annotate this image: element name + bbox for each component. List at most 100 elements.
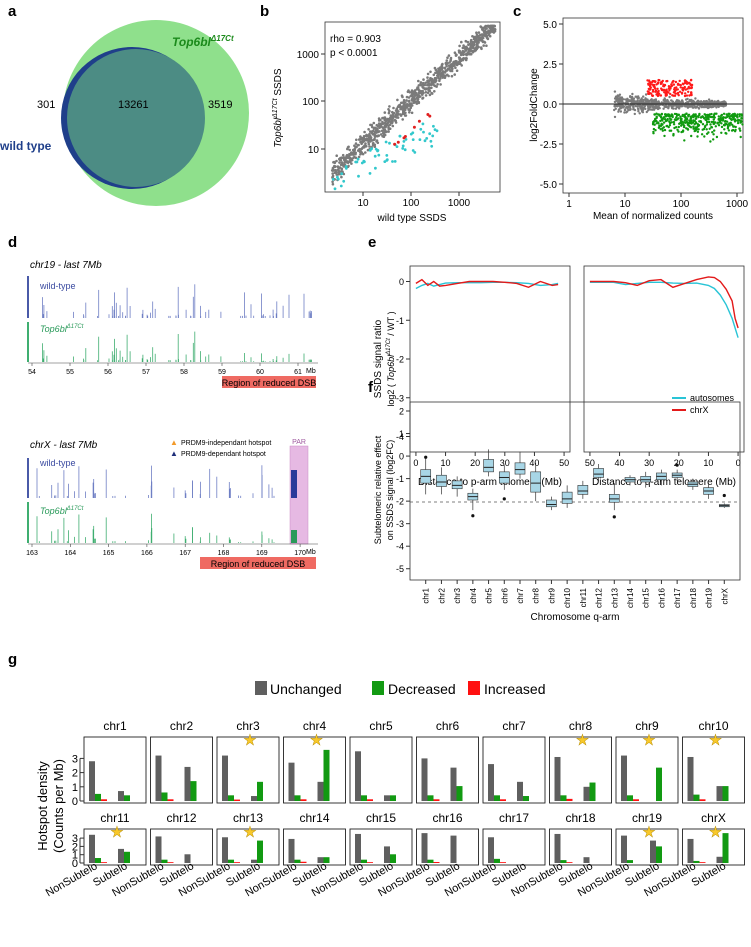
g-significance-star: ★ [709, 732, 722, 749]
b-point-unchanged [340, 162, 344, 165]
c-point-decreased [703, 135, 706, 138]
b-point-unchanged [357, 138, 361, 141]
b-point-unchanged [474, 35, 477, 39]
b-point-unchanged [475, 31, 478, 34]
c-point-decreased [712, 114, 716, 118]
f-xtick-label: chr19 [705, 587, 714, 608]
g-bar-unchanged [118, 791, 124, 801]
c-xtick-label: 100 [673, 199, 690, 210]
c-point-unchanged [616, 95, 619, 99]
d-top-title: chr19 - last 7Mb [30, 260, 102, 271]
g-significance-star: ★ [243, 732, 256, 749]
c-point-unchanged [710, 99, 713, 103]
b-point-unchanged [337, 165, 340, 169]
c-point-decreased [733, 118, 737, 121]
c-point-decreased [727, 112, 730, 116]
c-point-decreased [709, 123, 712, 126]
b-point-unchanged [446, 56, 449, 59]
c-point-decreased [693, 123, 696, 126]
c-point-increased [654, 89, 658, 92]
b-point-unchanged [342, 165, 346, 168]
b-point-unchanged [345, 154, 349, 158]
c-point-increased [651, 90, 655, 93]
e-ytick-label: -2 [396, 355, 404, 365]
b-point-unchanged [423, 83, 427, 87]
b-point-unchanged [460, 64, 464, 67]
b-point-unchanged [422, 78, 425, 81]
c-point-decreased [739, 119, 742, 122]
c-point-decreased [660, 122, 663, 126]
g-bar-unchanged [384, 846, 390, 863]
c-point-unchanged [622, 98, 625, 101]
d-bot-region-bar [200, 557, 316, 569]
c-point-unchanged [683, 105, 687, 108]
panel-label-f: f [368, 379, 374, 396]
e-xtick-label: 50 [559, 458, 569, 468]
f-xlabels: chr1 chr2 chr3 chr4 chr5 chr6 chr7 chr8 chr9 chr1… [422, 580, 729, 608]
c-point-increased [684, 92, 687, 95]
b-point-unchanged [476, 46, 479, 50]
g-bar-decreased [95, 793, 101, 801]
c-point-unchanged [688, 105, 692, 108]
b-point-unchanged [446, 68, 449, 71]
c-point-decreased [710, 126, 714, 129]
b-point-decreased [368, 172, 372, 175]
b-point-unchanged [402, 98, 406, 102]
b-point-unchanged [429, 70, 432, 74]
b-point-unchanged [340, 170, 343, 173]
b-point-unchanged [436, 74, 439, 77]
b-point-unchanged [400, 101, 403, 105]
g-panel-frame [216, 828, 280, 866]
b-point-unchanged [491, 30, 495, 33]
b-point-unchanged [450, 74, 454, 78]
g-bar-increased [500, 862, 506, 863]
b-point-decreased [402, 140, 406, 143]
c-point-decreased [655, 116, 658, 120]
e-xtick-label: 0 [736, 458, 741, 468]
c-point-increased [663, 91, 666, 94]
c-point-decreased [706, 121, 709, 124]
g-panel-frame [150, 828, 213, 866]
b-point-unchanged [347, 145, 350, 149]
c-point-decreased [707, 131, 710, 134]
c-point-decreased [712, 118, 715, 121]
b-point-unchanged [455, 63, 459, 67]
g-bar-unchanged [251, 796, 257, 801]
c-point-decreased [696, 135, 699, 138]
b-point-unchanged [426, 76, 429, 79]
c-point-unchanged [625, 110, 629, 113]
g-bar-unchanged [554, 833, 561, 863]
c-point-unchanged [657, 101, 660, 104]
g-bar-unchanged [222, 755, 228, 801]
b-point-unchanged [450, 66, 454, 70]
c-point-unchanged [716, 100, 719, 103]
b-point-unchanged [416, 99, 419, 103]
b-point-unchanged [367, 128, 370, 131]
panel-f-boxplot: 210-1-2-3-4-5 chr1 chr2 chr3 chr4 chr5 chr6 ch… [373, 401, 741, 623]
b-point-increased [393, 142, 397, 146]
c-point-decreased [739, 129, 742, 132]
e-right-frame [583, 265, 745, 453]
b-point-decreased [373, 154, 377, 158]
g-ytick-label: 1 [72, 850, 78, 862]
b-point-unchanged [338, 161, 341, 164]
b-point-decreased [411, 149, 415, 152]
d-top-mut-sup: Δ17Ct [66, 324, 84, 330]
b-plot-frame [324, 21, 501, 193]
g-bar-decreased [323, 857, 330, 863]
c-point-decreased [715, 112, 718, 115]
b-point-unchanged [415, 96, 419, 100]
g-bar-decreased [656, 846, 662, 863]
g-bar-decreased [722, 833, 729, 863]
c-point-unchanged [619, 110, 623, 113]
c-point-unchanged [664, 104, 667, 108]
b-point-unchanged [452, 64, 455, 68]
c-point-unchanged [617, 108, 620, 112]
venn-mut-only-count: 3519 [208, 99, 232, 111]
f-xtick-label: chr2 [437, 587, 446, 603]
e-ylabel-2sup: Δ17Ct [386, 338, 392, 356]
b-point-unchanged [417, 101, 421, 105]
c-point-decreased [676, 114, 679, 117]
